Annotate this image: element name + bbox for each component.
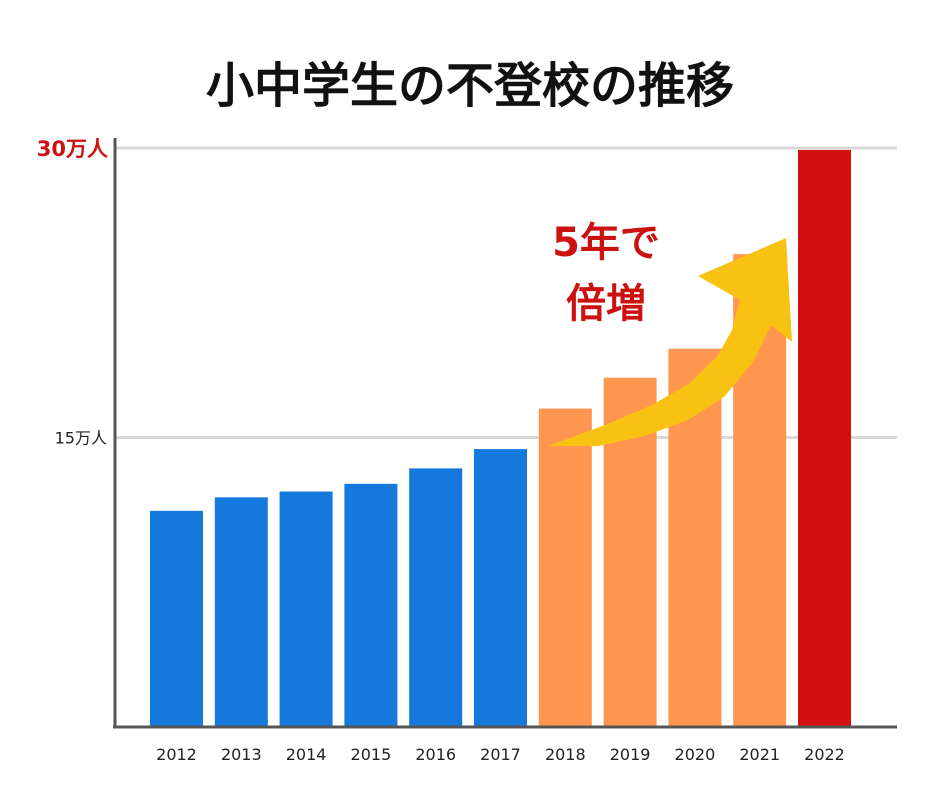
- growth-arrow-icon: [548, 238, 792, 446]
- x-tick-label: 2015: [351, 745, 392, 764]
- y-tick-label: 15万人: [55, 429, 107, 448]
- annotation-line-2: 倍増: [566, 281, 646, 327]
- x-tick-label: 2014: [286, 745, 327, 764]
- bar-2017: [474, 449, 527, 727]
- bar-2014: [279, 491, 333, 727]
- x-tick-label: 2019: [610, 745, 651, 764]
- x-tick-label: 2018: [545, 745, 586, 764]
- bar-2018: [538, 408, 592, 727]
- x-tick-label: 2021: [739, 745, 780, 764]
- x-tick-label: 2013: [221, 745, 262, 764]
- annotation-line-1: 5年で: [552, 220, 660, 266]
- chart-title: 小中学生の不登校の推移: [206, 58, 734, 114]
- bar-2012: [150, 510, 203, 727]
- bar-2015: [344, 483, 398, 727]
- x-tick-label: 2017: [480, 745, 521, 764]
- x-tick-label: 2020: [675, 745, 716, 764]
- x-tick-label: 2012: [156, 745, 197, 764]
- x-tick-label: 2022: [804, 745, 845, 764]
- bars: [150, 149, 851, 727]
- x-tick-labels: 2012 2013 2014 2015 2016 2017 2018 2019 2020 2021…: [156, 745, 845, 764]
- y-tick-labels: 15万人 30万人: [37, 137, 108, 448]
- bar-2022: [798, 149, 851, 727]
- x-tick-label: 2016: [415, 745, 456, 764]
- bar-2016: [409, 468, 463, 727]
- y-tick-label: 30万人: [37, 137, 108, 161]
- bar-2013: [214, 497, 268, 727]
